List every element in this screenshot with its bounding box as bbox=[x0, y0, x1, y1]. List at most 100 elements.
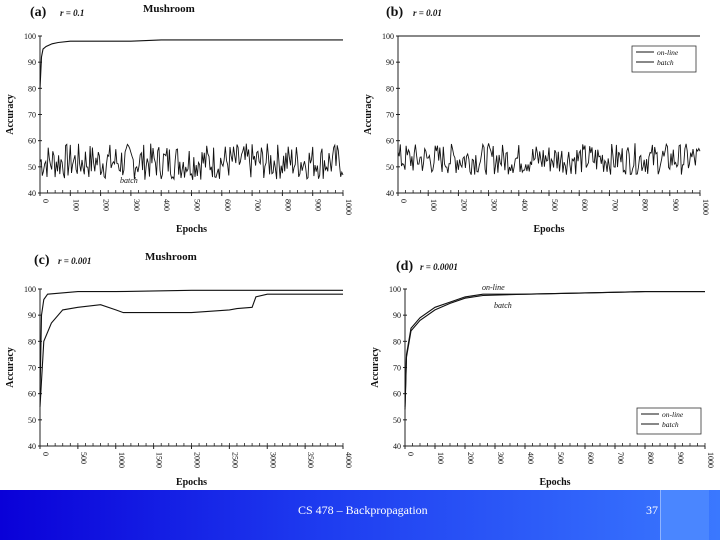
x-tick-label: 200 bbox=[466, 452, 475, 464]
x-tick-label: 700 bbox=[610, 199, 619, 211]
y-axis-label: Accuracy bbox=[5, 94, 16, 135]
series-line-on-line bbox=[404, 291, 705, 407]
series-line-batch bbox=[39, 143, 344, 181]
y-axis-label: Accuracy bbox=[370, 347, 381, 388]
x-tick-label: 900 bbox=[676, 452, 685, 464]
x-axis-label: Epochs bbox=[176, 224, 207, 235]
footer-course-title: CS 478 – Backpropagation bbox=[298, 503, 428, 517]
y-tick-label: 70 bbox=[386, 111, 394, 120]
y-tick-label: 80 bbox=[386, 84, 394, 93]
y-tick-label: 80 bbox=[28, 84, 36, 93]
x-tick-label: 800 bbox=[646, 452, 655, 464]
legend-label: batch bbox=[657, 58, 674, 67]
x-tick-label: 0 bbox=[406, 452, 415, 456]
panel-label: (a) bbox=[30, 5, 47, 20]
slide-footer: CS 478 – Backpropagation 37 bbox=[0, 490, 720, 540]
x-tick-label: 800 bbox=[283, 199, 292, 211]
x-tick-label: 300 bbox=[496, 452, 505, 464]
y-axis-label: Accuracy bbox=[363, 94, 374, 135]
legend-label: on-line bbox=[657, 48, 679, 57]
series-line-batch bbox=[404, 291, 705, 410]
x-axis-label: Epochs bbox=[176, 477, 207, 488]
series-line-on-line bbox=[39, 289, 343, 394]
series-annotation: on-line bbox=[482, 283, 505, 292]
y-tick-label: 100 bbox=[24, 285, 36, 294]
y-tick-label: 70 bbox=[393, 364, 401, 373]
panel-parameter: r = 0.0001 bbox=[420, 262, 458, 272]
series-line-batch bbox=[39, 293, 343, 407]
x-tick-label: 400 bbox=[520, 199, 529, 211]
chart-title: Mushroom bbox=[145, 251, 197, 263]
y-tick-label: 90 bbox=[393, 311, 401, 320]
y-tick-label: 40 bbox=[28, 189, 36, 198]
x-tick-label: 4000 bbox=[344, 452, 353, 468]
y-tick-label: 100 bbox=[382, 32, 394, 41]
y-tick-label: 50 bbox=[28, 416, 36, 425]
x-tick-label: 0 bbox=[41, 199, 50, 203]
panel-parameter: r = 0.001 bbox=[58, 256, 91, 266]
y-tick-label: 40 bbox=[393, 442, 401, 451]
y-tick-label: 90 bbox=[28, 311, 36, 320]
series-line-batch bbox=[397, 142, 701, 175]
x-tick-label: 0 bbox=[399, 199, 408, 203]
x-tick-label: 900 bbox=[314, 199, 323, 211]
x-tick-label: 300 bbox=[490, 199, 499, 211]
x-tick-label: 100 bbox=[429, 199, 438, 211]
x-tick-label: 100 bbox=[436, 452, 445, 464]
y-tick-label: 80 bbox=[28, 337, 36, 346]
series-annotation: batch bbox=[494, 301, 512, 310]
x-tick-label: 600 bbox=[223, 199, 232, 211]
x-tick-label: 1000 bbox=[117, 452, 126, 468]
y-tick-label: 50 bbox=[28, 163, 36, 172]
x-tick-label: 800 bbox=[641, 199, 650, 211]
y-tick-label: 100 bbox=[389, 285, 401, 294]
x-tick-label: 3500 bbox=[306, 452, 315, 468]
x-tick-label: 700 bbox=[616, 452, 625, 464]
chart-panel-4: (d) r = 0.0001 40 50 60 70 80 90 100 0 100 200 300 40… bbox=[370, 259, 715, 488]
legend-box bbox=[636, 407, 702, 435]
y-tick-label: 90 bbox=[386, 58, 394, 67]
footer-corner-block bbox=[660, 490, 709, 540]
y-tick-label: 50 bbox=[386, 163, 394, 172]
y-tick-label: 50 bbox=[393, 416, 401, 425]
x-tick-label: 500 bbox=[79, 452, 88, 464]
x-tick-label: 900 bbox=[671, 199, 680, 211]
y-tick-label: 60 bbox=[28, 137, 36, 146]
y-tick-label: 40 bbox=[28, 442, 36, 451]
x-tick-label: 2000 bbox=[193, 452, 202, 468]
x-tick-label: 500 bbox=[193, 199, 202, 211]
x-tick-label: 1500 bbox=[155, 452, 164, 468]
x-axis-label: Epochs bbox=[539, 477, 570, 488]
legend-label: on-line bbox=[662, 410, 684, 419]
panel-parameter: r = 0.1 bbox=[60, 8, 84, 18]
panel-parameter: r = 0.01 bbox=[413, 8, 442, 18]
x-tick-label: 2500 bbox=[230, 452, 239, 468]
x-tick-label: 3000 bbox=[268, 452, 277, 468]
y-tick-label: 60 bbox=[386, 137, 394, 146]
panel-label: (b) bbox=[386, 5, 403, 20]
legend-box bbox=[631, 45, 697, 73]
panel-label: (d) bbox=[396, 259, 413, 274]
x-tick-label: 200 bbox=[459, 199, 468, 211]
chart-title: Mushroom bbox=[143, 3, 195, 15]
y-tick-label: 80 bbox=[393, 337, 401, 346]
x-tick-label: 700 bbox=[253, 199, 262, 211]
y-tick-label: 60 bbox=[393, 390, 401, 399]
x-tick-label: 400 bbox=[162, 199, 171, 211]
y-axis-label: Accuracy bbox=[5, 347, 16, 388]
x-tick-label: 300 bbox=[132, 199, 141, 211]
y-tick-label: 70 bbox=[28, 364, 36, 373]
legend-label: batch bbox=[662, 420, 679, 429]
x-tick-label: 400 bbox=[526, 452, 535, 464]
x-tick-label: 500 bbox=[550, 199, 559, 211]
x-tick-label: 0 bbox=[41, 452, 50, 456]
x-tick-label: 200 bbox=[102, 199, 111, 211]
y-tick-label: 60 bbox=[28, 390, 36, 399]
series-line-on-line bbox=[39, 39, 343, 89]
slide-page-number: 37 bbox=[646, 503, 658, 517]
panel-label: (c) bbox=[34, 253, 50, 268]
